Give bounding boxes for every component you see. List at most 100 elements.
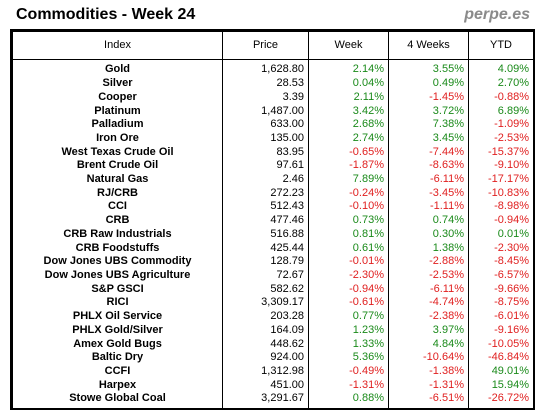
table-row: S&P GSCI 582.62 -0.94% -6.11% -9.66% [12,282,534,297]
cell-week-change: 1.33% [308,337,389,351]
cell-week-change: 0.81% [308,227,389,242]
cell-4-weeks-change: 3.45% [388,131,469,146]
cell-price: 477.46 [222,213,309,228]
cell-price: 72.67 [222,268,309,283]
cell-price: 203.28 [222,309,309,324]
cell-week-change: 3.42% [308,104,389,118]
cell-index-name: CRB [12,213,223,228]
cell-index-name: West Texas Crude Oil [12,145,223,160]
cell-price: 516.88 [222,227,309,242]
brand-logo-text: perpe.es [464,6,530,23]
cell-price: 83.95 [222,145,309,160]
cell-index-name: Amex Gold Bugs [12,337,223,351]
cell-index-name: PHLX Gold/Silver [12,323,223,338]
cell-ytd-change: -26.72% [468,391,534,408]
cell-week-change: 7.89% [308,172,389,187]
cell-ytd-change: 6.89% [468,104,534,118]
cell-week-change: -0.94% [308,282,389,297]
cell-4-weeks-change: 3.72% [388,104,469,118]
cell-4-weeks-change: -6.11% [388,172,469,187]
cell-index-name: Gold [12,59,223,77]
cell-4-weeks-change: -4.74% [388,296,469,310]
cell-index-name: Harpex [12,378,223,392]
cell-price: 451.00 [222,378,309,392]
cell-ytd-change: -10.05% [468,337,534,351]
cell-index-name: RJ/CRB [12,186,223,201]
table-row: RJ/CRB 272.23 -0.24% -3.45% -10.83% [12,186,534,201]
cell-ytd-change: -46.84% [468,350,534,365]
cell-4-weeks-change: -1.11% [388,200,469,214]
cell-index-name: Stowe Global Coal [12,391,223,408]
cell-4-weeks-change: -1.38% [388,364,469,379]
cell-week-change: -1.31% [308,378,389,392]
table-row: Amex Gold Bugs 448.62 1.33% 4.84% -10.05% [12,337,534,351]
cell-4-weeks-change: -6.51% [388,391,469,408]
cell-index-name: Natural Gas [12,172,223,187]
cell-index-name: RICI [12,296,223,310]
cell-price: 582.62 [222,282,309,297]
cell-ytd-change: -9.66% [468,282,534,297]
cell-week-change: 2.74% [308,131,389,146]
cell-week-change: -0.24% [308,186,389,201]
page-title: Commodities - Week 24 [16,6,196,23]
cell-index-name: Cooper [12,90,223,105]
table-body: Gold 1,628.80 2.14% 3.55% 4.09% Silver 28.53 0.… [12,59,534,408]
cell-4-weeks-change: 1.38% [388,241,469,255]
cell-index-name: PHLX Oil Service [12,309,223,324]
table-row: CRB Foodstuffs 425.44 0.61% 1.38% -2.30% [12,241,534,255]
cell-4-weeks-change: -3.45% [388,186,469,201]
column-header-ytd: YTD [468,31,534,60]
cell-price: 924.00 [222,350,309,365]
cell-price: 1,487.00 [222,104,309,118]
cell-ytd-change: 2.70% [468,76,534,91]
table-row: Natural Gas 2.46 7.89% -6.11% -17.17% [12,172,534,187]
cell-4-weeks-change: -7.44% [388,145,469,160]
cell-ytd-change: -0.88% [468,90,534,105]
cell-index-name: Dow Jones UBS Commodity [12,254,223,269]
cell-index-name: Silver [12,76,223,91]
table-row: Iron Ore 135.00 2.74% 3.45% -2.53% [12,131,534,146]
table-row: Cooper 3.39 2.11% -1.45% -0.88% [12,90,534,105]
cell-4-weeks-change: -1.31% [388,378,469,392]
cell-4-weeks-change: -8.63% [388,159,469,173]
cell-week-change: -1.87% [308,159,389,173]
cell-4-weeks-change: -10.64% [388,350,469,365]
cell-ytd-change: -2.30% [468,241,534,255]
cell-index-name: S&P GSCI [12,282,223,297]
cell-price: 448.62 [222,337,309,351]
cell-ytd-change: -2.53% [468,131,534,146]
cell-ytd-change: -6.01% [468,309,534,324]
cell-week-change: 0.73% [308,213,389,228]
cell-week-change: -0.61% [308,296,389,310]
header: Commodities - Week 24 perpe.es [0,0,544,28]
cell-ytd-change: 49.01% [468,364,534,379]
table-row: CCI 512.43 -0.10% -1.11% -8.98% [12,200,534,214]
cell-index-name: Baltic Dry [12,350,223,365]
cell-4-weeks-change: -2.53% [388,268,469,283]
cell-price: 3,291.67 [222,391,309,408]
cell-4-weeks-change: 3.97% [388,323,469,338]
cell-ytd-change: 4.09% [468,59,534,77]
cell-4-weeks-change: 7.38% [388,117,469,132]
cell-price: 97.61 [222,159,309,173]
table-row: PHLX Gold/Silver 164.09 1.23% 3.97% -9.16% [12,323,534,338]
cell-index-name: CCFI [12,364,223,379]
cell-price: 3,309.17 [222,296,309,310]
cell-price: 633.00 [222,117,309,132]
table-row: Harpex 451.00 -1.31% -1.31% 15.94% [12,378,534,392]
cell-4-weeks-change: -2.38% [388,309,469,324]
cell-ytd-change: -8.45% [468,254,534,269]
cell-price: 135.00 [222,131,309,146]
cell-week-change: 0.88% [308,391,389,408]
cell-week-change: -0.49% [308,364,389,379]
cell-ytd-change: -10.83% [468,186,534,201]
cell-price: 272.23 [222,186,309,201]
cell-ytd-change: -8.98% [468,200,534,214]
cell-week-change: 0.61% [308,241,389,255]
table-row: Palladium 633.00 2.68% 7.38% -1.09% [12,117,534,132]
column-header-price: Price [222,31,309,60]
cell-price: 2.46 [222,172,309,187]
table-row: Gold 1,628.80 2.14% 3.55% 4.09% [12,59,534,77]
cell-ytd-change: -15.37% [468,145,534,160]
cell-price: 1,628.80 [222,59,309,77]
